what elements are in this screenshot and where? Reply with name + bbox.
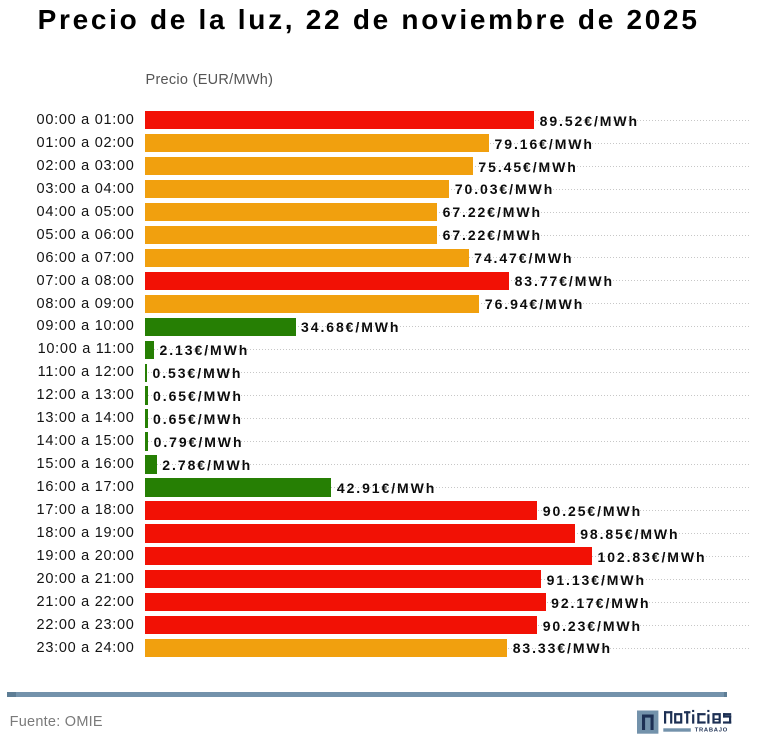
svg-text:TRABAJO: TRABAJO — [695, 728, 728, 734]
